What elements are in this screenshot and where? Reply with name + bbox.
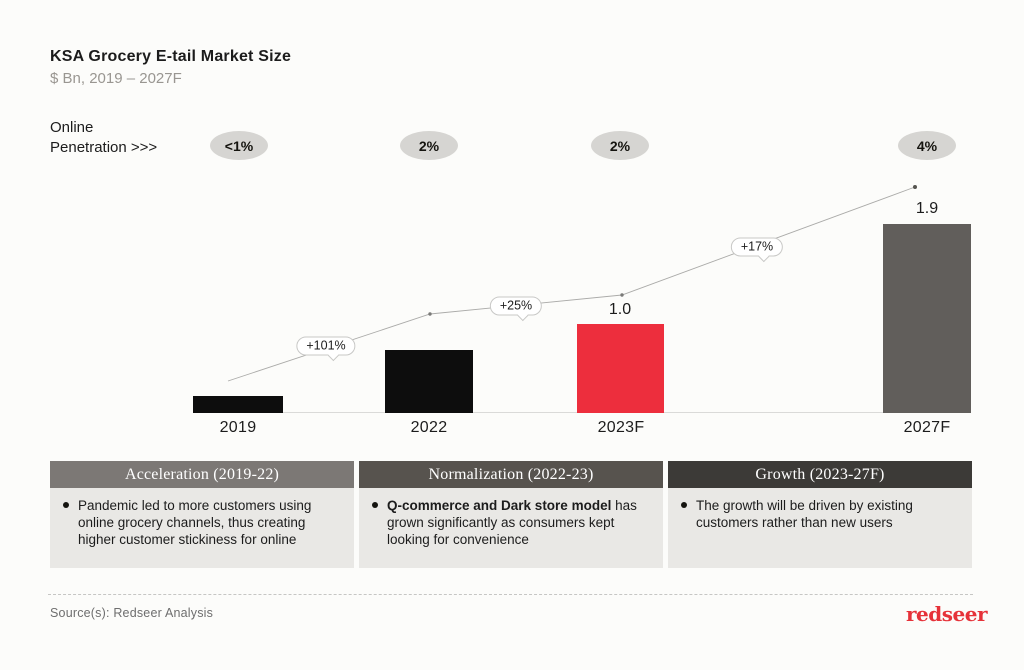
online-penetration-label: Online Penetration >>> <box>50 118 157 158</box>
insight-text-lead: Q-commerce and Dark store model <box>387 498 612 513</box>
bullet-icon <box>63 502 69 508</box>
insight-box-growth: Growth (2023-27F) The growth will be dri… <box>668 461 972 568</box>
value-label-2027f: 1.9 <box>915 200 939 217</box>
growth-callout-2022-2023f: +25% <box>489 296 543 316</box>
insight-box-body: Q-commerce and Dark store model has grow… <box>359 488 663 568</box>
bullet-icon <box>372 502 378 508</box>
insight-box-normalization: Normalization (2022-23) Q-commerce and D… <box>359 461 663 568</box>
x-tick-2023f: 2023F <box>597 419 645 436</box>
insight-box-header: Growth (2023-27F) <box>668 461 972 488</box>
page-title: KSA Grocery E-tail Market Size <box>50 48 292 65</box>
insight-box-header: Normalization (2022-23) <box>359 461 663 488</box>
penetration-bubble-2019: <1% <box>210 131 268 160</box>
x-tick-2022: 2022 <box>410 419 448 436</box>
insight-text-rest: The growth will be driven by existing cu… <box>696 498 913 530</box>
insight-box-header: Acceleration (2019-22) <box>50 461 354 488</box>
online-penetration-label-line1: Online <box>50 119 94 136</box>
growth-callout-2023f-2027f: +17% <box>730 237 784 257</box>
source-note: Source(s): Redseer Analysis <box>50 606 214 620</box>
footer-divider <box>48 594 973 595</box>
bar-2022 <box>385 350 473 413</box>
insight-text-rest: has grown significantly as consumers kep… <box>387 498 637 547</box>
bar-2027f <box>883 224 971 413</box>
insight-text-rest: Pandemic led to more customers using onl… <box>78 498 312 547</box>
x-tick-2027f: 2027F <box>903 419 951 436</box>
page-subtitle: $ Bn, 2019 – 2027F <box>50 70 182 87</box>
insight-text: Q-commerce and Dark store model has grow… <box>387 497 651 568</box>
insight-box-body: Pandemic led to more customers using onl… <box>50 488 354 568</box>
insight-text: The growth will be driven by existing cu… <box>696 497 960 568</box>
penetration-bubble-2022: 2% <box>400 131 458 160</box>
bullet-icon <box>681 502 687 508</box>
insight-text: Pandemic led to more customers using onl… <box>78 497 342 568</box>
x-tick-2019: 2019 <box>219 419 257 436</box>
online-penetration-label-line2: Penetration >>> <box>50 139 158 156</box>
value-label-2023f: 1.0 <box>608 301 632 318</box>
insight-box-acceleration: Acceleration (2019-22) Pandemic led to m… <box>50 461 354 568</box>
bar-2023f <box>577 324 664 413</box>
redseer-logo: redseer <box>906 602 988 626</box>
penetration-bubble-2027f: 4% <box>898 131 956 160</box>
bar-2019 <box>193 396 283 413</box>
growth-callout-2019-2022: +101% <box>296 336 356 356</box>
penetration-bubble-2023f: 2% <box>591 131 649 160</box>
insight-box-body: The growth will be driven by existing cu… <box>668 488 972 568</box>
